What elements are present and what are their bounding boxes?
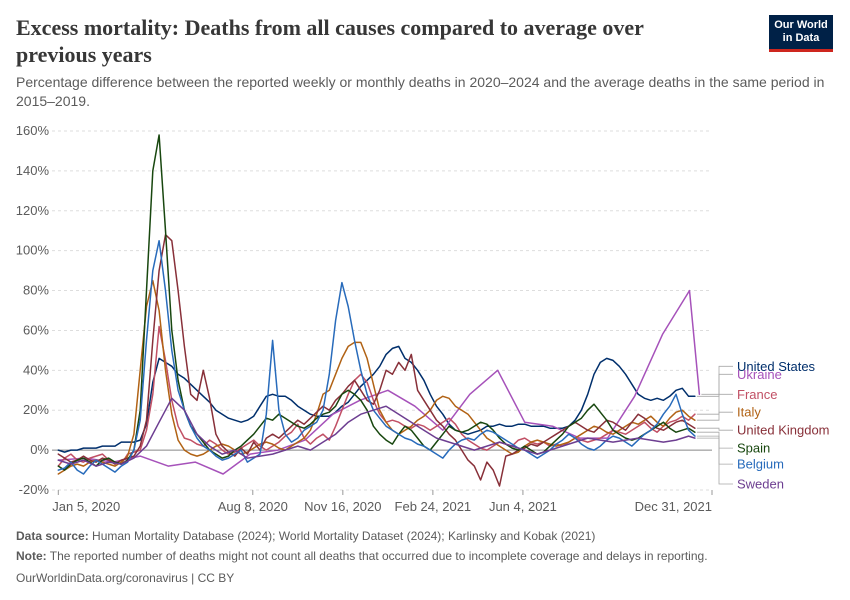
series-line-ukraine xyxy=(57,289,701,475)
legend-label-united-states: United States xyxy=(737,359,816,374)
x-tick-label: Feb 24, 2021 xyxy=(395,499,472,514)
series-line-spain xyxy=(57,134,696,471)
data-source: Data source: Human Mortality Database (2… xyxy=(16,528,836,544)
series-line-belgium xyxy=(57,239,696,475)
legend-connector xyxy=(696,427,733,431)
legend-label-ukraine: Ukraine xyxy=(737,367,782,382)
y-tick-label: 0% xyxy=(30,442,49,457)
x-tick-label: Dec 31, 2021 xyxy=(635,499,712,514)
data-source-text: Human Mortality Database (2024); World M… xyxy=(88,529,596,543)
y-tick-label: 160% xyxy=(16,123,50,138)
y-tick-label: 40% xyxy=(23,362,49,377)
chart-subtitle: Percentage difference between the report… xyxy=(16,74,825,109)
logo-line-2: in Data xyxy=(782,32,820,44)
legend-connector xyxy=(696,431,733,449)
x-tick-label: Nov 16, 2020 xyxy=(304,499,381,514)
y-tick-label: -20% xyxy=(19,482,50,497)
legend-label-belgium: Belgium xyxy=(737,457,784,472)
note-label: Note: xyxy=(16,549,47,563)
x-tick-label: Jun 4, 2021 xyxy=(489,499,557,514)
series-line-sweden xyxy=(57,397,696,467)
x-tick-label: Jan 5, 2020 xyxy=(52,499,120,514)
data-source-label: Data source: xyxy=(16,529,89,543)
note: Note: The reported number of deaths migh… xyxy=(16,548,836,564)
legend-connector xyxy=(696,393,733,415)
legend-label-france: France xyxy=(737,387,777,402)
legend-label-sweden: Sweden xyxy=(737,477,784,492)
legend-label-italy: Italy xyxy=(737,405,761,420)
legend-connector xyxy=(696,411,733,421)
y-tick-label: 120% xyxy=(16,203,50,218)
legend-label-united-kingdom: United Kingdom xyxy=(737,423,830,438)
y-tick-label: 100% xyxy=(16,243,50,258)
legend-label-spain: Spain xyxy=(737,441,770,456)
x-tick-label: Aug 8, 2020 xyxy=(218,499,288,514)
credit-link[interactable]: OurWorldinData.org/coronavirus | CC BY xyxy=(16,571,235,585)
y-tick-label: 20% xyxy=(23,402,49,417)
logo-line-1: Our World xyxy=(774,19,828,31)
chart-title: Excess mortality: Deaths from all causes… xyxy=(16,15,644,67)
note-text: The reported number of deaths might not … xyxy=(46,549,708,563)
y-tick-label: 60% xyxy=(23,322,49,337)
legend-connector xyxy=(701,373,733,395)
owid-logo[interactable]: Our World in Data xyxy=(769,15,833,52)
y-tick-label: 140% xyxy=(16,163,50,178)
legend-connector xyxy=(696,437,733,485)
y-tick-label: 80% xyxy=(23,283,49,298)
series-line-united-kingdom xyxy=(57,233,696,487)
